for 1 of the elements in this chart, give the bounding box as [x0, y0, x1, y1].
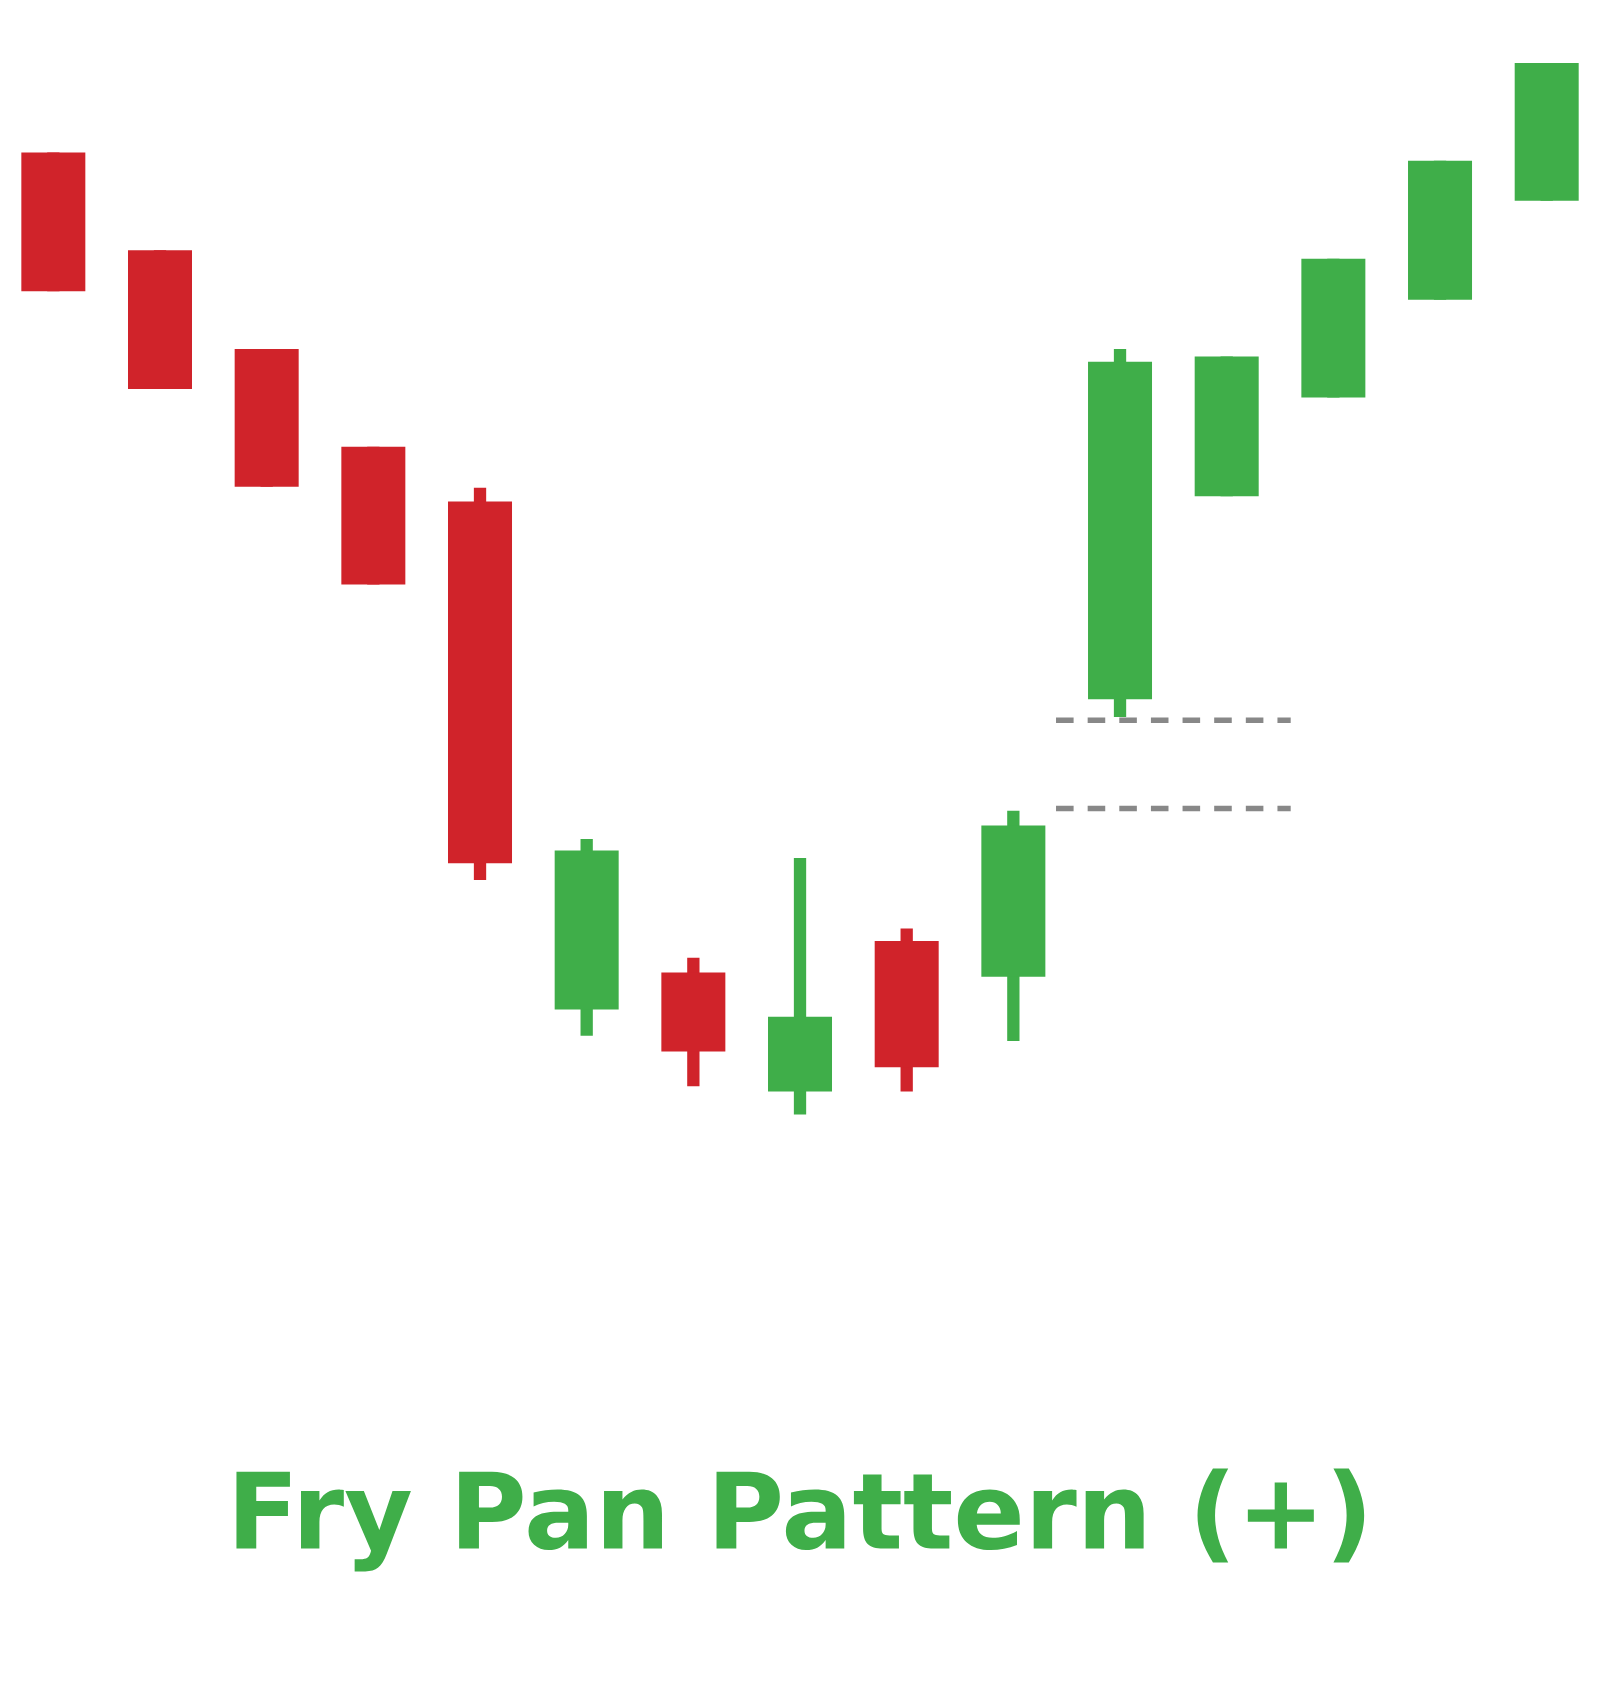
text: Fry Pan Pattern (+)	[236, 1468, 1365, 1572]
